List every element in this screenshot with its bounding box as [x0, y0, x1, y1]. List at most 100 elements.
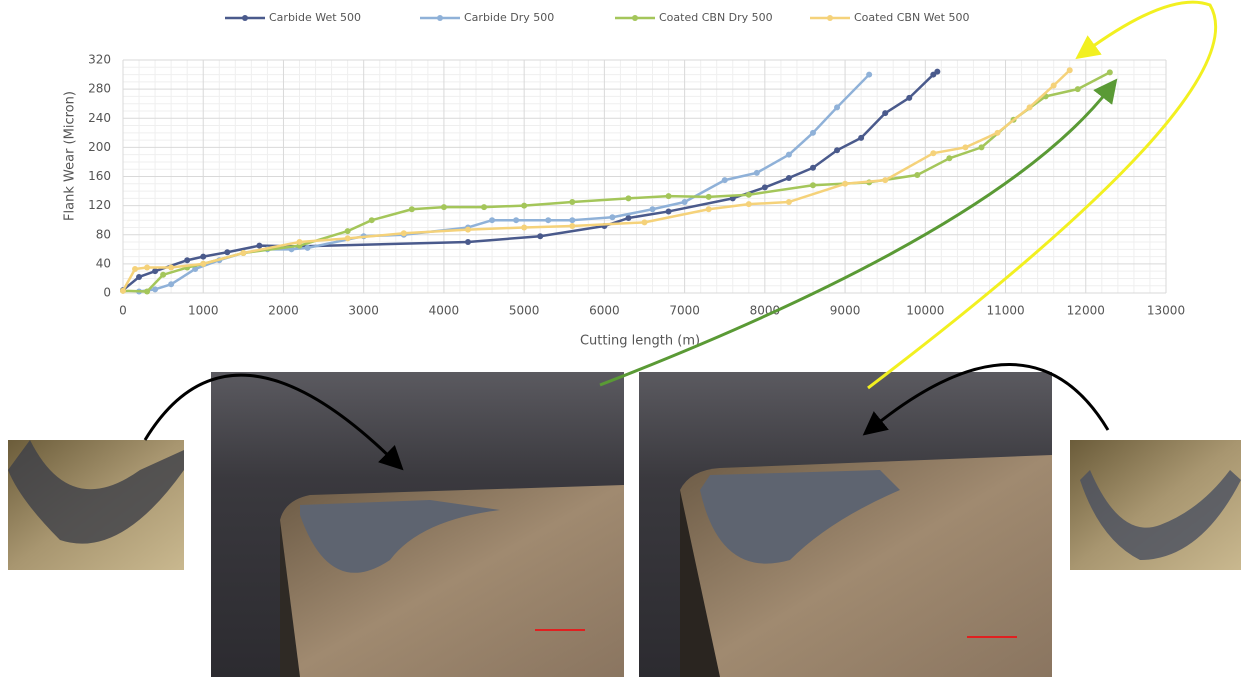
data-point [906, 95, 912, 101]
y-axis-title: Flank Wear (Micron) [63, 91, 78, 221]
data-point [224, 249, 230, 255]
data-point [297, 239, 303, 245]
data-point [1075, 86, 1081, 92]
data-point [136, 274, 142, 280]
data-point [1027, 104, 1033, 110]
photo-left-large [211, 372, 624, 677]
legend-label: Coated CBN Dry 500 [659, 11, 773, 24]
y-tick-label: 80 [96, 227, 111, 241]
x-tick-label: 5000 [509, 304, 540, 318]
x-tick-label: 4000 [429, 304, 460, 318]
legend-marker [242, 15, 248, 21]
data-point [650, 206, 656, 212]
legend-marker [632, 15, 638, 21]
legend-marker [437, 15, 443, 21]
data-point [569, 217, 575, 223]
data-point [786, 152, 792, 158]
data-point [810, 130, 816, 136]
figure: 0408012016020024028032001000200030004000… [0, 0, 1241, 677]
data-point [834, 104, 840, 110]
data-point [946, 155, 952, 161]
x-tick-label: 0 [119, 304, 127, 318]
series-line [123, 72, 937, 290]
data-point [786, 175, 792, 181]
data-point [481, 204, 487, 210]
data-point [842, 181, 848, 187]
y-tick-label: 0 [103, 286, 111, 300]
data-point [786, 199, 792, 205]
photo-right-small [1070, 440, 1241, 570]
y-tick-label: 320 [88, 53, 111, 67]
data-point [345, 235, 351, 241]
data-point [132, 266, 138, 272]
data-point [810, 165, 816, 171]
data-point [978, 144, 984, 150]
legend-label: Carbide Wet 500 [269, 11, 361, 24]
x-tick-label: 1000 [188, 304, 219, 318]
data-point [144, 289, 150, 295]
data-point [625, 195, 631, 201]
data-point [858, 135, 864, 141]
data-point [168, 281, 174, 287]
x-tick-label: 2000 [268, 304, 299, 318]
data-point [642, 219, 648, 225]
x-tick-label: 6000 [589, 304, 620, 318]
x-tick-label: 9000 [830, 304, 861, 318]
data-point [401, 230, 407, 236]
data-point [152, 268, 158, 274]
data-point [120, 288, 126, 294]
legend-label: Carbide Dry 500 [464, 11, 554, 24]
series-line [139, 75, 869, 292]
x-tick-label: 12000 [1067, 304, 1105, 318]
y-tick-label: 40 [96, 256, 111, 270]
x-tick-label: 11000 [986, 304, 1024, 318]
data-point [834, 147, 840, 153]
data-point [160, 272, 166, 278]
data-point [305, 245, 311, 251]
y-tick-label: 160 [88, 169, 111, 183]
data-point [810, 182, 816, 188]
data-point [682, 199, 688, 205]
data-point [168, 265, 174, 271]
data-point [609, 214, 615, 220]
data-point [513, 217, 519, 223]
data-point [930, 150, 936, 156]
data-point [409, 206, 415, 212]
data-point [184, 257, 190, 263]
data-point [706, 194, 712, 200]
y-tick-label: 240 [88, 111, 111, 125]
data-point [200, 254, 206, 260]
data-point [706, 206, 712, 212]
data-point [569, 199, 575, 205]
x-tick-label: 7000 [669, 304, 700, 318]
data-point [625, 215, 631, 221]
data-point [934, 69, 940, 75]
data-point [746, 201, 752, 207]
x-tick-label: 10000 [906, 304, 944, 318]
data-point [866, 72, 872, 78]
photo-right-large [639, 372, 1052, 677]
data-point [722, 177, 728, 183]
series-line [123, 72, 1110, 291]
data-point [521, 224, 527, 230]
data-point [152, 286, 158, 292]
data-point [465, 227, 471, 233]
x-axis-title: Cutting length (m) [580, 334, 700, 349]
data-point [746, 192, 752, 198]
legend-label: Coated CBN Wet 500 [854, 11, 969, 24]
y-tick-label: 280 [88, 82, 111, 96]
data-point [144, 265, 150, 271]
data-point [762, 184, 768, 190]
data-point [240, 250, 246, 256]
data-point [489, 217, 495, 223]
data-point [369, 217, 375, 223]
x-tick-label: 3000 [348, 304, 379, 318]
data-point [995, 130, 1001, 136]
legend-marker [827, 15, 833, 21]
data-point [1051, 82, 1057, 88]
x-tick-label: 13000 [1147, 304, 1185, 318]
data-point [200, 261, 206, 267]
data-point [914, 172, 920, 178]
data-point [345, 228, 351, 234]
